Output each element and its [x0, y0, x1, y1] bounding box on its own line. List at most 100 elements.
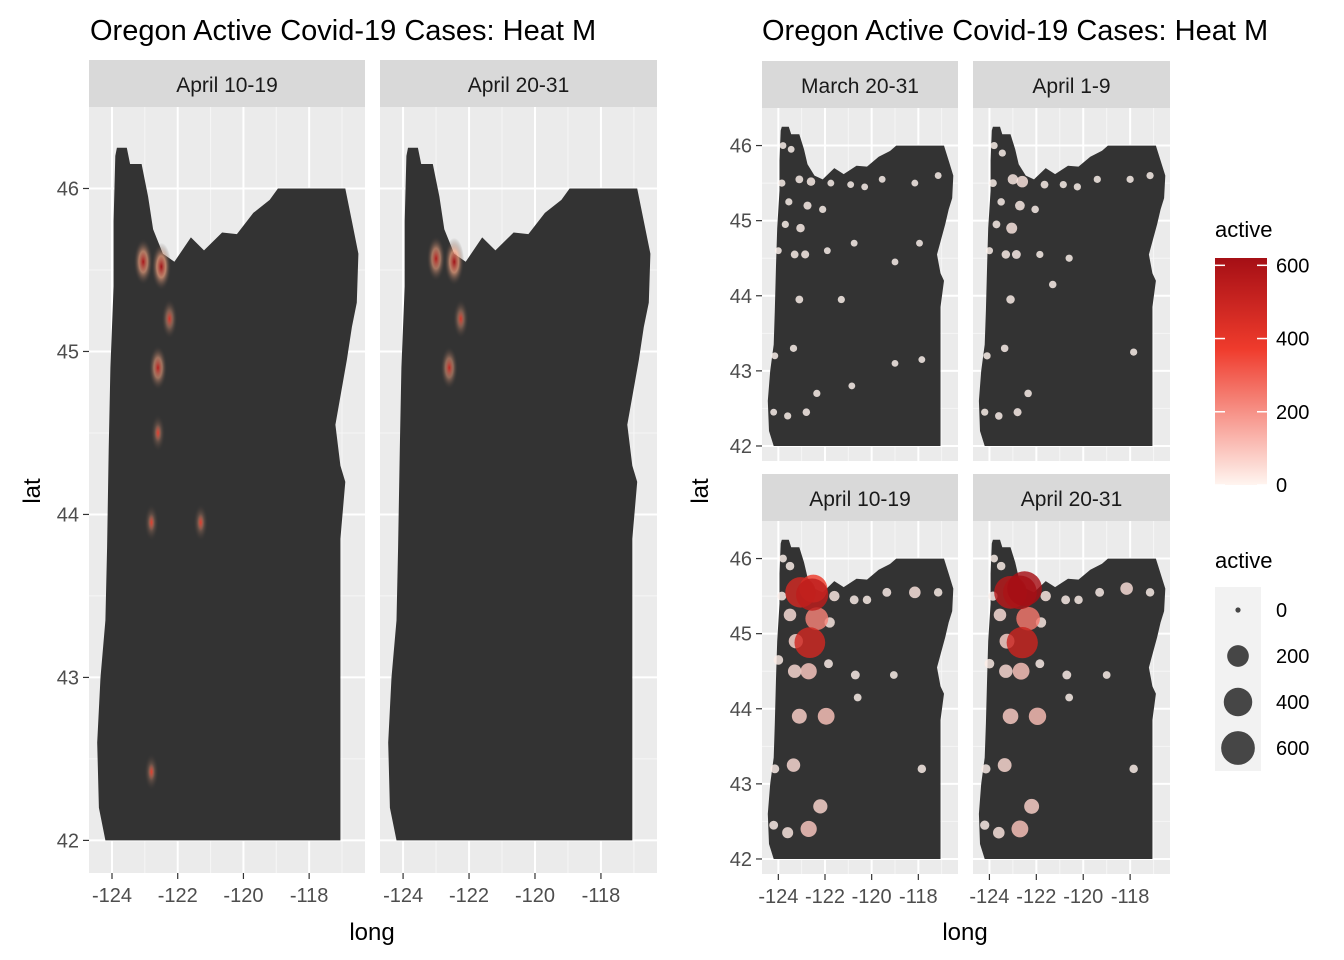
case-point: [795, 295, 804, 304]
y-tick-label: 46: [57, 178, 79, 200]
case-point: [796, 578, 829, 611]
case-point: [813, 389, 821, 398]
case-point: [993, 608, 1007, 622]
color-legend: active 600 400 200 0: [1215, 217, 1309, 497]
case-point: [997, 198, 1005, 206]
case-point: [1062, 670, 1072, 680]
left-y-axis-label: lat: [19, 478, 46, 504]
case-point: [909, 586, 921, 599]
oregon-state-shape: [767, 126, 954, 447]
size-legend-circle: [1223, 687, 1253, 717]
facet-strip-label: April 10-19: [809, 488, 911, 511]
case-point: [891, 258, 899, 266]
case-point: [1074, 595, 1083, 605]
case-point: [787, 664, 802, 678]
case-point: [1011, 820, 1029, 838]
left-x-axis-label: long: [349, 919, 394, 946]
case-point: [984, 658, 995, 669]
case-point: [911, 179, 919, 187]
case-point: [1126, 175, 1134, 183]
case-point: [1024, 798, 1040, 814]
case-point: [774, 247, 782, 255]
right-chart-title: Oregon Active Covid-19 Cases: Heat M: [762, 15, 1268, 47]
heat-hotspot: [193, 503, 209, 542]
size-legend-label: 0: [1276, 600, 1287, 622]
x-tick-label: -120: [1063, 886, 1103, 908]
facet-strip: [762, 474, 958, 521]
case-point: [861, 183, 869, 191]
case-point: [882, 587, 892, 597]
heat-hotspot: [133, 238, 153, 286]
y-tick-label: 43: [730, 361, 752, 383]
case-point: [782, 827, 794, 839]
case-point: [995, 412, 1003, 420]
case-point: [1073, 183, 1081, 191]
facet-panel: March 20-31 42 43 44 45 46: [730, 61, 958, 461]
x-tick-label: -124: [969, 886, 1009, 908]
case-point: [891, 359, 899, 367]
x-tick-label: -118: [899, 886, 938, 908]
x-tick-label: -118: [1111, 886, 1150, 908]
right-x-axis-label: long: [942, 919, 987, 946]
facet-panel: April 1-9: [973, 61, 1170, 461]
case-point: [791, 708, 807, 724]
facet-strip-label: April 1-9: [1032, 75, 1110, 98]
case-point: [801, 250, 810, 259]
heat-hotspot: [151, 242, 172, 291]
facet-panel: April 10-19 42 43 44 45 46 -124 -122 -120 -118: [57, 60, 365, 907]
facet-strip-label: April 20-31: [1021, 488, 1123, 511]
case-point: [1031, 205, 1039, 214]
case-point: [800, 820, 817, 838]
case-point: [805, 607, 829, 631]
case-point: [917, 764, 927, 774]
y-tick-label: 44: [57, 504, 79, 526]
case-point: [823, 247, 831, 255]
case-point: [790, 250, 799, 259]
case-point: [1016, 606, 1040, 631]
right-y-axis-label: lat: [687, 478, 714, 504]
case-point: [1120, 582, 1133, 595]
left-chart-title: Oregon Active Covid-19 Cases: Heat M: [90, 15, 596, 47]
y-tick-label: 44: [730, 699, 752, 721]
case-point: [779, 142, 787, 149]
size-legend-circle: [1227, 645, 1249, 667]
color-legend-ticks: 600 400 200 0: [1215, 255, 1309, 497]
size-legend-title: active: [1215, 548, 1272, 573]
case-point: [1035, 659, 1045, 669]
case-point: [996, 561, 1006, 571]
case-point: [837, 295, 845, 304]
y-tick-label: 42: [57, 830, 79, 852]
case-point: [1016, 175, 1029, 188]
color-legend-title: active: [1215, 217, 1272, 242]
case-point: [1015, 200, 1025, 211]
case-point: [777, 591, 787, 601]
y-tick-label: 45: [730, 211, 752, 233]
facet-strip-label: April 10-19: [176, 74, 278, 97]
case-point: [770, 408, 778, 416]
size-legend-keys: 0 200 400 600: [1215, 587, 1309, 771]
case-point: [850, 239, 858, 247]
case-point: [802, 408, 811, 416]
case-point: [1011, 250, 1021, 259]
x-tick-label: -122: [1016, 886, 1056, 908]
case-point: [1007, 571, 1042, 606]
case-point: [850, 670, 860, 680]
heat-hotspot: [144, 753, 159, 791]
case-point: [1040, 590, 1051, 602]
case-point: [862, 595, 872, 605]
case-point: [784, 412, 792, 420]
case-point: [1059, 180, 1067, 189]
heat-hotspot: [452, 299, 469, 339]
case-point: [771, 352, 779, 360]
size-legend-circle: [1235, 607, 1241, 613]
case-point: [794, 627, 826, 659]
case-point: [1065, 693, 1074, 702]
case-point: [1048, 280, 1057, 289]
heat-hotspot: [161, 298, 178, 339]
case-point: [1006, 222, 1018, 234]
case-point: [1028, 707, 1047, 725]
facet-strip: [973, 61, 1170, 108]
case-point: [1065, 254, 1073, 262]
facet-strip: [380, 60, 657, 107]
color-legend-label: 200: [1276, 402, 1309, 424]
